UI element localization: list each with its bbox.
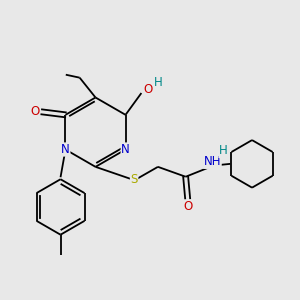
Text: O: O <box>30 105 39 119</box>
Text: H: H <box>219 145 228 158</box>
Text: O: O <box>144 82 153 96</box>
Text: O: O <box>183 200 192 213</box>
Text: N: N <box>121 143 130 156</box>
Text: S: S <box>130 173 138 186</box>
Text: H: H <box>154 76 163 88</box>
Text: N: N <box>61 143 70 156</box>
Text: NH: NH <box>204 155 221 168</box>
